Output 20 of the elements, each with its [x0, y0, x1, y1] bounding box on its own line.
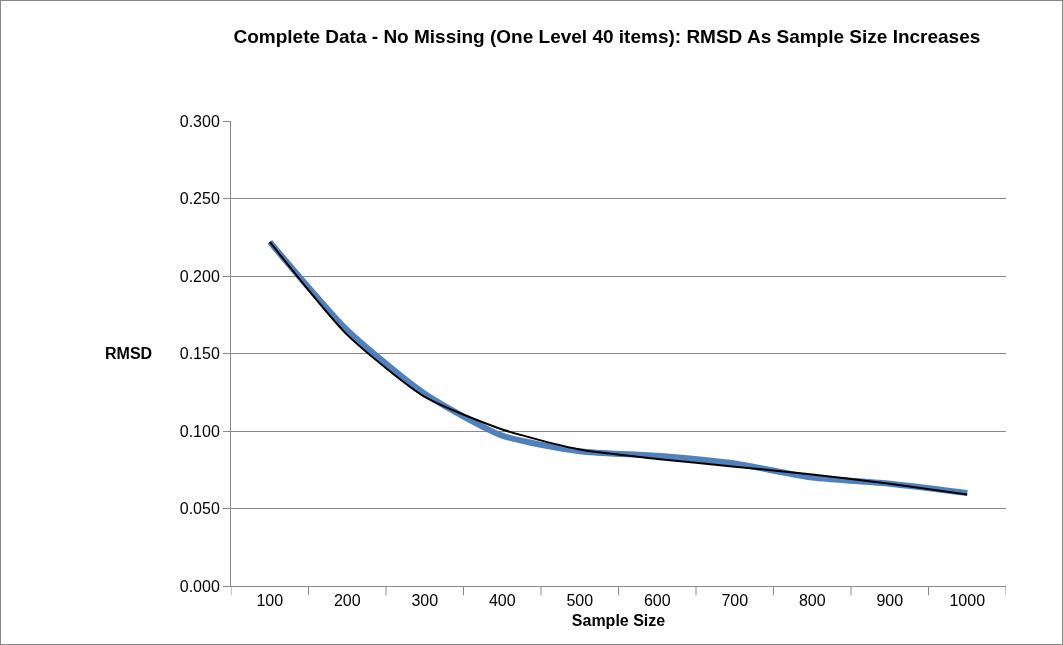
x-tick-label: 200	[333, 592, 361, 610]
x-axis-title: Sample Size	[571, 611, 666, 629]
x-tick-label: 700	[721, 592, 749, 610]
x-tick-label: 600	[643, 592, 671, 610]
x-tick-label: 800	[798, 592, 826, 610]
x-tick-label: 100	[256, 592, 284, 610]
chart-title: Complete Data - No Missing (One Level 40 items): RMSD As Sample Size Increases	[233, 26, 981, 48]
y-tick-label: 0.300	[179, 112, 220, 130]
y-tick-label: 0.000	[179, 577, 220, 595]
y-tick-label: 0.050	[179, 500, 220, 518]
x-tick-label: 400	[488, 592, 516, 610]
x-tick-label: 1000	[949, 592, 986, 610]
y-tick-label: 0.100	[179, 422, 220, 440]
x-tick-label: 900	[876, 592, 904, 610]
x-tick-label: 300	[411, 592, 439, 610]
y-tick-label: 0.200	[179, 267, 220, 285]
y-tick-label: 0.150	[179, 345, 220, 363]
x-tick-label: 500	[566, 592, 594, 610]
y-tick-label: 0.250	[179, 190, 220, 208]
y-axis-title: RMSD	[105, 345, 153, 362]
